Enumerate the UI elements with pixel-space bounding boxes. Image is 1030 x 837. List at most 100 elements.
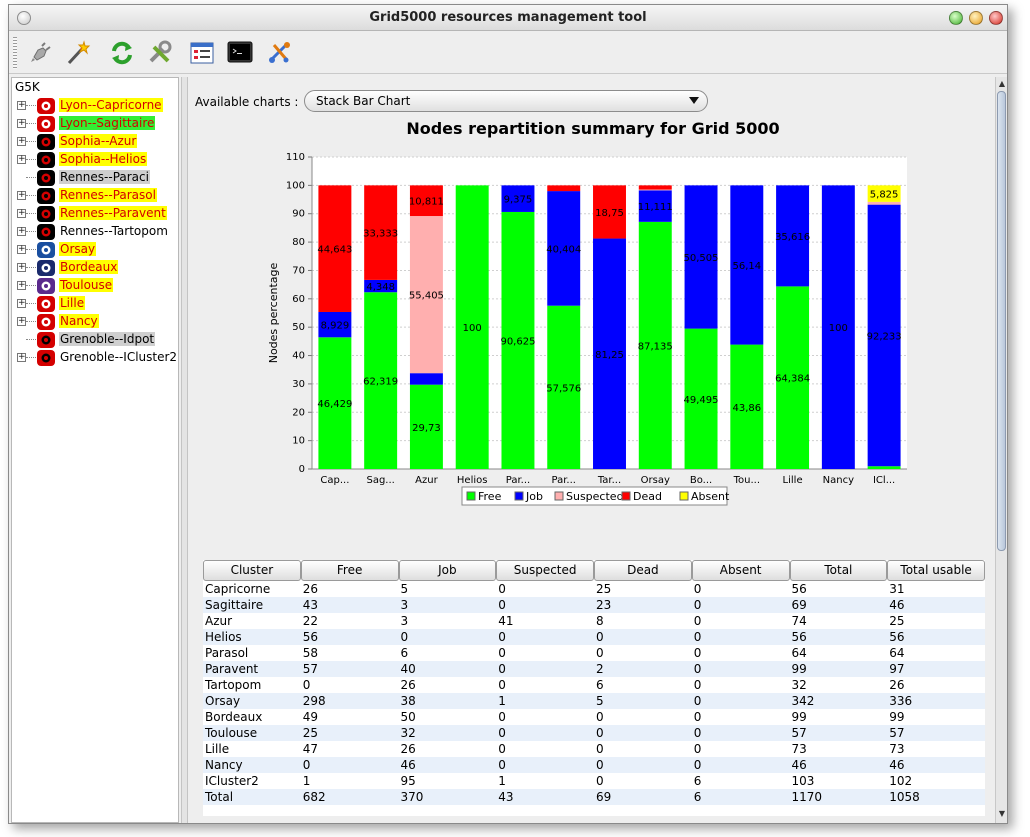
table-cell: 0 bbox=[596, 742, 604, 756]
table-cell: 0 bbox=[498, 662, 506, 676]
data-label: 40,404 bbox=[546, 244, 581, 255]
tree-item[interactable]: +Rennes--Paraci bbox=[15, 169, 178, 187]
data-label: 57,576 bbox=[546, 383, 581, 394]
list-view-icon[interactable] bbox=[185, 36, 219, 70]
table-row[interactable]: Parasol 58 6 0 0 0 64 64 bbox=[203, 645, 985, 661]
expand-icon[interactable]: + bbox=[17, 352, 26, 362]
terminal-icon[interactable] bbox=[223, 36, 257, 70]
bar-segment bbox=[409, 216, 443, 374]
expand-icon[interactable]: + bbox=[17, 100, 26, 110]
column-header[interactable]: Total bbox=[789, 560, 888, 581]
tree-connector bbox=[26, 339, 36, 340]
table-row[interactable]: Orsay 298 38 1 5 0 342 336 bbox=[203, 693, 985, 709]
expand-icon[interactable]: + bbox=[17, 280, 26, 290]
tree-item[interactable]: + Lyon--Capricorne bbox=[15, 97, 178, 115]
bar-segment bbox=[867, 466, 901, 469]
tree-item-label: Lyon--Sagittaire bbox=[59, 116, 156, 130]
table-cell: 40 bbox=[400, 662, 416, 676]
table-cell: 0 bbox=[693, 678, 702, 692]
table-row[interactable]: ICluster2 1 95 1 0 6 103 102 bbox=[203, 773, 985, 789]
expand-icon[interactable]: + bbox=[17, 262, 26, 272]
tree-item-label: Lille bbox=[59, 296, 86, 310]
tools-icon[interactable] bbox=[143, 36, 177, 70]
tree-item[interactable]: + Orsay bbox=[15, 241, 178, 259]
table-row[interactable]: Paravent 57 40 0 2 0 99 97 bbox=[203, 661, 985, 677]
column-header[interactable]: Job bbox=[398, 560, 497, 581]
tree-item[interactable]: + Grenoble--ICluster2 bbox=[15, 349, 178, 367]
table-cell: 1058 bbox=[889, 790, 920, 804]
tree-item[interactable]: + Lille bbox=[15, 295, 178, 313]
toolbar-grip[interactable] bbox=[13, 37, 17, 69]
maximize-button[interactable] bbox=[969, 11, 983, 25]
bar-segment bbox=[684, 328, 718, 469]
scroll-down-icon[interactable]: ▼ bbox=[998, 809, 1006, 818]
tree-item[interactable]: + Nancy bbox=[15, 313, 178, 331]
chart-type-select[interactable]: Stack Bar Chart bbox=[304, 90, 708, 112]
x-tick-label: Par... bbox=[552, 475, 576, 486]
vertical-scrollbar[interactable]: ▲ ▼ bbox=[995, 77, 1007, 823]
table-cell: Parasol bbox=[205, 646, 249, 660]
scroll-up-icon[interactable]: ▲ bbox=[998, 79, 1006, 88]
close-button[interactable] bbox=[989, 11, 1003, 25]
table-row[interactable]: Lille 47 26 0 0 0 73 73 bbox=[203, 741, 985, 757]
table-cell: 46 bbox=[889, 758, 905, 772]
table-row[interactable]: Helios 56 0 0 0 0 56 56 bbox=[203, 629, 985, 645]
tree-item[interactable]: + Sophia--Helios bbox=[15, 151, 178, 169]
tree-root-label[interactable]: G5K bbox=[15, 80, 40, 94]
expand-icon[interactable]: + bbox=[17, 316, 26, 326]
table-row[interactable]: Bordeaux 49 50 0 0 0 99 99 bbox=[203, 709, 985, 725]
window-menu-button[interactable] bbox=[17, 11, 31, 25]
expand-icon[interactable]: + bbox=[17, 298, 26, 308]
table-row[interactable]: Azur 22 3 41 8 0 74 25 bbox=[203, 613, 985, 629]
nancy-logo-icon bbox=[35, 313, 57, 331]
table-cell: 0 bbox=[693, 694, 702, 708]
tree-item[interactable]: + Rennes--Paravent bbox=[15, 205, 178, 223]
table-row[interactable]: Sagittaire 43 3 0 23 0 69 46 bbox=[203, 597, 985, 613]
table-cell: 46 bbox=[400, 758, 416, 772]
column-header[interactable]: Dead bbox=[594, 560, 692, 581]
tree-item[interactable]: + Bordeaux bbox=[15, 259, 178, 277]
column-header[interactable]: Cluster bbox=[203, 560, 301, 581]
magic-wand-icon[interactable] bbox=[61, 36, 95, 70]
tree-item[interactable]: + Rennes--Parasol bbox=[15, 187, 178, 205]
expand-icon[interactable]: + bbox=[17, 190, 26, 200]
table-row[interactable]: Capricorne 26 5 0 25 0 56 31 bbox=[203, 581, 985, 597]
tree-item[interactable]: + Toulouse bbox=[15, 277, 178, 295]
split-pane-divider[interactable] bbox=[181, 77, 188, 823]
table-cell: 0 bbox=[693, 614, 702, 628]
table-cell: 95 bbox=[400, 774, 416, 788]
plugin-icon[interactable] bbox=[23, 36, 57, 70]
table-cell: 57 bbox=[791, 726, 807, 740]
column-header[interactable]: Absent bbox=[691, 560, 790, 581]
tree-item[interactable]: + Sophia--Azur bbox=[15, 133, 178, 151]
table-cell: 26 bbox=[400, 742, 416, 756]
tree-item[interactable]: +Grenoble--Idpot bbox=[15, 331, 178, 349]
refresh-icon[interactable] bbox=[105, 36, 139, 70]
tree-item[interactable]: + Rennes--Tartopom bbox=[15, 223, 178, 241]
legend-label: Dead bbox=[633, 490, 662, 503]
table-cell: 56 bbox=[791, 630, 807, 644]
expand-icon[interactable]: + bbox=[17, 118, 26, 128]
network-icon[interactable] bbox=[263, 36, 297, 70]
column-header[interactable]: Free bbox=[300, 560, 399, 581]
expand-icon[interactable]: + bbox=[17, 226, 26, 236]
bar-segment bbox=[364, 279, 398, 293]
scrollbar-thumb[interactable] bbox=[997, 91, 1006, 551]
column-header[interactable]: Total usable bbox=[887, 560, 985, 581]
minimize-button[interactable] bbox=[949, 11, 963, 25]
tree-item[interactable]: + Lyon--Sagittaire bbox=[15, 115, 178, 133]
expand-icon[interactable]: + bbox=[17, 208, 26, 218]
legend-swatch bbox=[621, 491, 631, 501]
data-label: 10,811 bbox=[409, 197, 444, 208]
table-row[interactable]: Nancy 0 46 0 0 0 46 46 bbox=[203, 757, 985, 773]
table-row[interactable]: Toulouse 25 32 0 0 0 57 57 bbox=[203, 725, 985, 741]
expand-icon[interactable]: + bbox=[17, 136, 26, 146]
table-row[interactable]: Total 682 370 43 69 6 1170 1058 bbox=[203, 789, 985, 805]
expand-icon[interactable]: + bbox=[17, 154, 26, 164]
orsay-logo-icon bbox=[35, 241, 57, 259]
column-header[interactable]: Suspected bbox=[496, 560, 594, 581]
expand-icon[interactable]: + bbox=[17, 244, 26, 254]
x-tick-label: Lille bbox=[783, 475, 803, 486]
table-row[interactable]: Tartopom 0 26 0 6 0 32 26 bbox=[203, 677, 985, 693]
tree-item-label: Bordeaux bbox=[59, 260, 119, 274]
